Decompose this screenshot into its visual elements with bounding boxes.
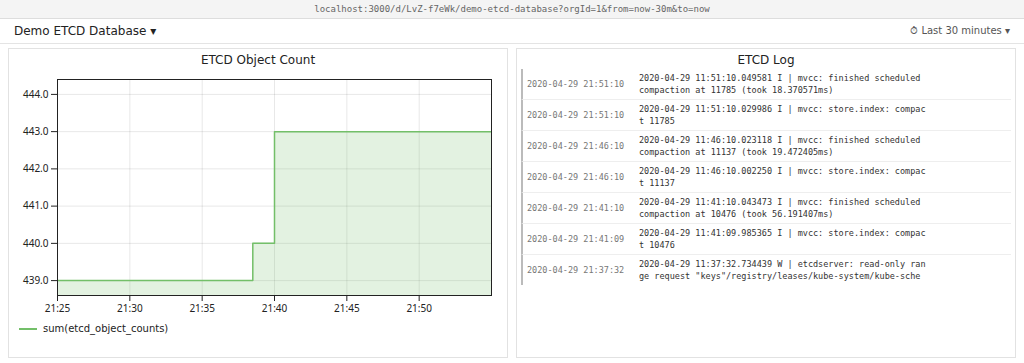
html-text:localhost:3000/d/LvZ-f7eWk/dem: localhost:3000/d/LvZ-f7eWk/demo-etcd-dat… (314, 4, 710, 14)
html-text:ETCD Object Count: ETCD Object Count (200, 53, 316, 67)
svg-text:21:30: 21:30 (117, 301, 143, 315)
html-text:⏱ Last 30 minutes ▾: ⏱ Last 30 minutes ▾ (910, 25, 1010, 36)
svg-text:21:45: 21:45 (334, 301, 360, 315)
html-text:2020-04-29 21:41:10: 2020-04-29 21:41:10 (527, 203, 625, 213)
html-text:2020-04-29 21:51:10: 2020-04-29 21:51:10 (527, 79, 625, 89)
svg-text:21:50: 21:50 (406, 301, 432, 315)
html-text:2020-04-29 11:51:10.029986 I |: 2020-04-29 11:51:10.029986 I | mvcc: sto… (639, 104, 926, 126)
html-text:2020-04-29 21:46:10: 2020-04-29 21:46:10 (527, 172, 625, 182)
html-text:2020-04-29 21:51:10: 2020-04-29 21:51:10 (527, 110, 625, 120)
html-text:Demo ETCD Database ▾: Demo ETCD Database ▾ (14, 24, 157, 38)
html-text:2020-04-29 21:46:10: 2020-04-29 21:46:10 (527, 141, 625, 151)
svg-text:441.0: 441.0 (23, 198, 49, 212)
svg-text:21:40: 21:40 (262, 301, 288, 315)
svg-text:21:25: 21:25 (45, 301, 71, 315)
html-text:2020-04-29 11:37:32.734439 W |: 2020-04-29 11:37:32.734439 W | etcdserve… (639, 259, 926, 281)
html-text:2020-04-29 21:37:32: 2020-04-29 21:37:32 (527, 265, 625, 275)
html-text:2020-04-29 11:41:10.043473 I |: 2020-04-29 11:41:10.043473 I | mvcc: fin… (639, 197, 921, 219)
html-text:ETCD Log: ETCD Log (737, 53, 795, 67)
html-text:2020-04-29 11:41:09.985365 I |: 2020-04-29 11:41:09.985365 I | mvcc: sto… (639, 228, 926, 250)
svg-text:443.0: 443.0 (23, 124, 49, 138)
html-text:2020-04-29 11:46:10.023118 I |: 2020-04-29 11:46:10.023118 I | mvcc: fin… (639, 135, 921, 157)
html-text:2020-04-29 11:51:10.049581 I |: 2020-04-29 11:51:10.049581 I | mvcc: fin… (639, 73, 921, 95)
svg-text:442.0: 442.0 (23, 161, 49, 175)
html-text:2020-04-29 11:46:10.002250 I |: 2020-04-29 11:46:10.002250 I | mvcc: sto… (639, 166, 926, 188)
html-text:sum(etcd_object_counts): sum(etcd_object_counts) (43, 323, 169, 334)
svg-text:444.0: 444.0 (23, 87, 49, 101)
svg-text:440.0: 440.0 (23, 236, 49, 250)
svg-text:439.0: 439.0 (23, 273, 49, 287)
html-text:2020-04-29 21:41:09: 2020-04-29 21:41:09 (527, 234, 625, 244)
svg-text:21:35: 21:35 (189, 301, 215, 315)
